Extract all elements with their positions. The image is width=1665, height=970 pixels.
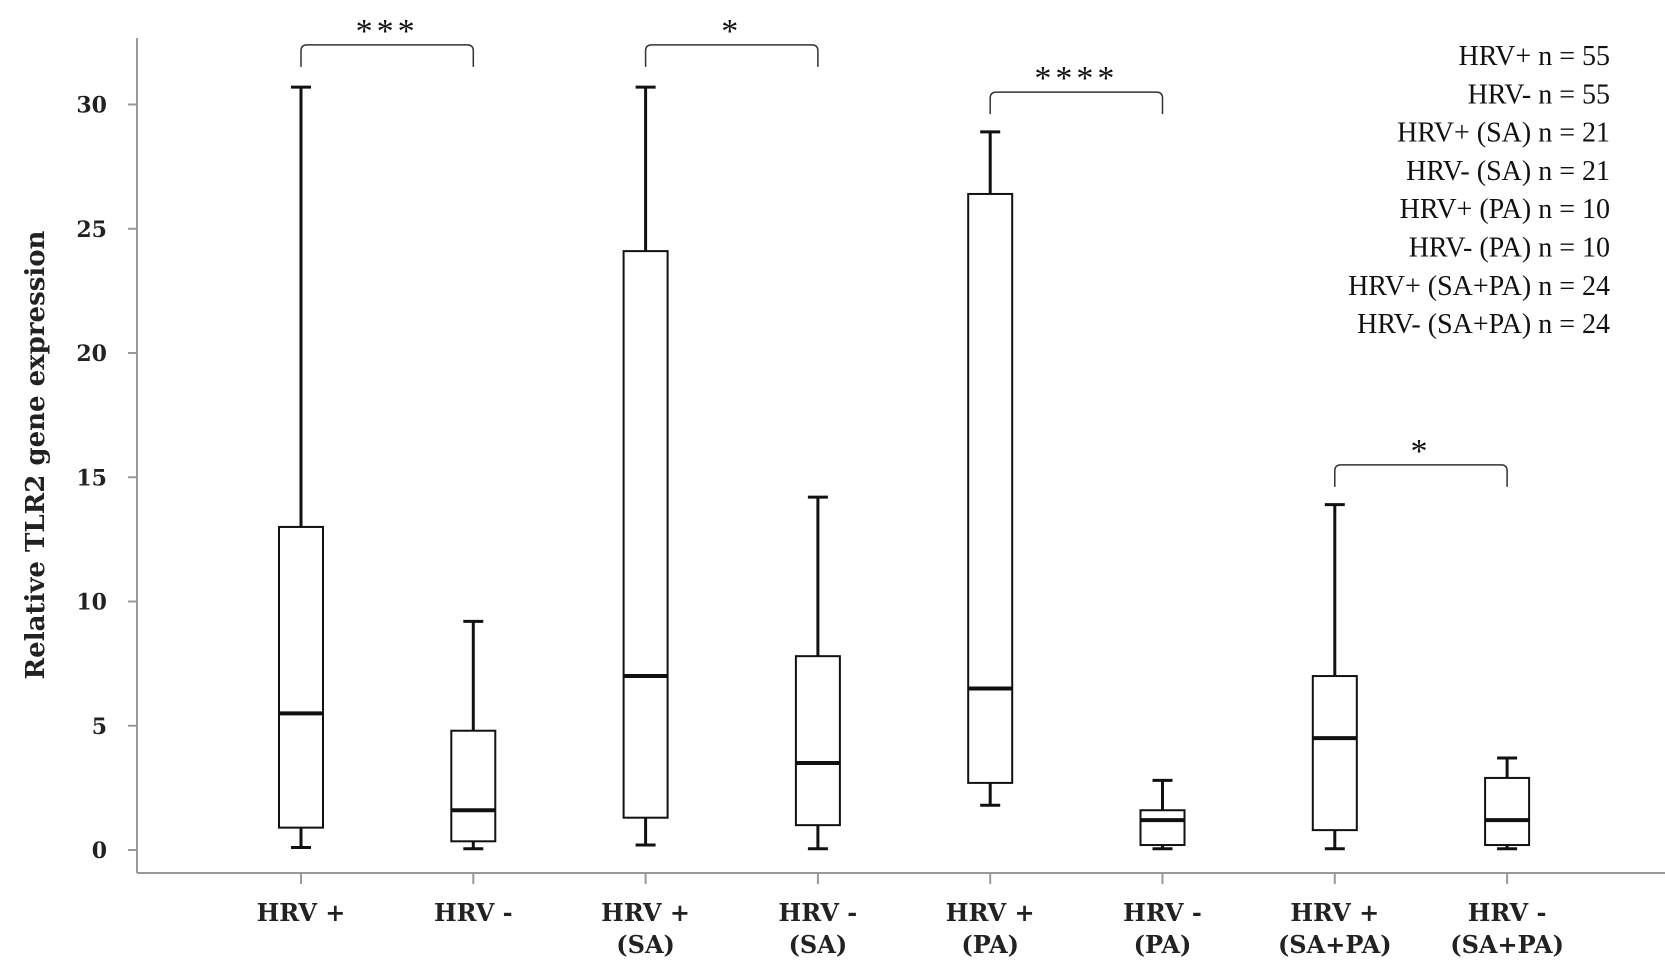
iqr-box [967, 192, 1014, 784]
significance-bracket [644, 44, 819, 67]
y-tick-label: 15 [76, 465, 107, 491]
y-tick-label: 25 [76, 217, 107, 243]
iqr-box [794, 655, 841, 827]
x-tick-label: HRV + [257, 898, 346, 927]
y-tick-label: 0 [92, 838, 107, 864]
box-2 [450, 619, 497, 851]
x-tick-label: HRV - [434, 898, 513, 927]
x-tick-label: HRV + [1290, 898, 1379, 927]
significance-label: **** [1034, 60, 1118, 97]
y-tick-label: 5 [92, 714, 107, 740]
iqr-box [622, 250, 669, 819]
box-7 [1311, 503, 1358, 851]
x-tick-label: (PA) [1134, 930, 1192, 959]
y-tick-label: 10 [76, 590, 107, 616]
legend-entry: HRV- n = 55 [1468, 79, 1610, 110]
x-tick-label: HRV + [601, 898, 690, 927]
legend-entry: HRV+ (SA+PA) n = 24 [1348, 271, 1610, 302]
iqr-box [450, 729, 497, 843]
iqr-box [278, 525, 324, 829]
x-tick-label: HRV - [1468, 898, 1547, 927]
significance-label: *** [356, 13, 419, 50]
significance-marker: * [644, 13, 819, 67]
y-tick-label: 20 [76, 341, 107, 367]
legend-entry: HRV+ n = 55 [1459, 41, 1610, 72]
box-4 [794, 495, 841, 851]
legend-entry: HRV+ (SA) n = 21 [1397, 118, 1610, 149]
x-tick-label: HRV + [946, 898, 1035, 927]
x-tick-label: (PA) [961, 930, 1019, 959]
x-tick-label: (SA+PA) [1450, 930, 1564, 959]
x-tick-label: (SA) [789, 930, 848, 959]
y-tick-label: 30 [76, 93, 107, 119]
significance-label: * [721, 13, 742, 50]
significance-bracket [989, 91, 1164, 115]
significance-bracket [300, 44, 475, 67]
significance-bracket [1334, 464, 1508, 487]
box-5 [967, 130, 1014, 807]
x-tick-label: (SA) [616, 930, 675, 959]
significance-marker: * [1334, 433, 1508, 487]
box-8 [1484, 756, 1531, 851]
legend: HRV+ n = 55 HRV- n = 55 HRV+ (SA) n = 21 HR… [1348, 41, 1610, 340]
box-3 [622, 85, 669, 847]
significance-marker: **** [989, 60, 1164, 115]
iqr-box [1484, 776, 1531, 847]
axes: 0 5 10 15 20 25 30 HRV + HRV - HRV + (SA) HRV - (SA)… [76, 38, 1665, 959]
significance-label: * [1410, 433, 1431, 470]
legend-entry: HRV+ (PA) n = 10 [1400, 194, 1610, 225]
box-1 [278, 85, 324, 850]
iqr-box [1311, 675, 1358, 832]
x-tick-label: (SA+PA) [1278, 930, 1392, 959]
box-6 [1139, 778, 1186, 851]
x-tick-label: HRV - [779, 898, 858, 927]
significance-brackets: *** ****** [300, 13, 1508, 487]
legend-entry: HRV- (SA+PA) n = 24 [1357, 309, 1610, 340]
significance-marker: *** [300, 13, 475, 67]
y-axis-label: Relative TLR2 gene expression [21, 230, 51, 679]
x-tick-label: HRV - [1123, 898, 1202, 927]
boxes [278, 85, 1531, 851]
legend-entry: HRV- (PA) n = 10 [1409, 233, 1610, 264]
legend-entry: HRV- (SA) n = 21 [1406, 156, 1610, 187]
iqr-box [1139, 809, 1186, 847]
